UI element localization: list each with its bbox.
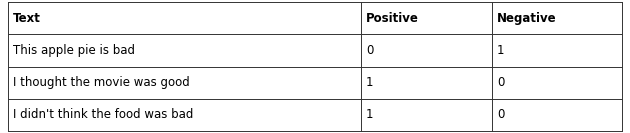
Text: I thought the movie was good: I thought the movie was good: [13, 76, 190, 89]
Text: 0: 0: [366, 44, 374, 57]
Text: 0: 0: [497, 76, 505, 89]
Text: 1: 1: [366, 76, 374, 89]
Text: 1: 1: [497, 44, 505, 57]
Text: I didn't think the food was bad: I didn't think the food was bad: [13, 108, 193, 121]
Text: Negative: Negative: [497, 12, 557, 25]
Text: This apple pie is bad: This apple pie is bad: [13, 44, 135, 57]
Text: 1: 1: [366, 108, 374, 121]
Text: 0: 0: [497, 108, 505, 121]
Text: Positive: Positive: [366, 12, 419, 25]
Text: Text: Text: [13, 12, 40, 25]
